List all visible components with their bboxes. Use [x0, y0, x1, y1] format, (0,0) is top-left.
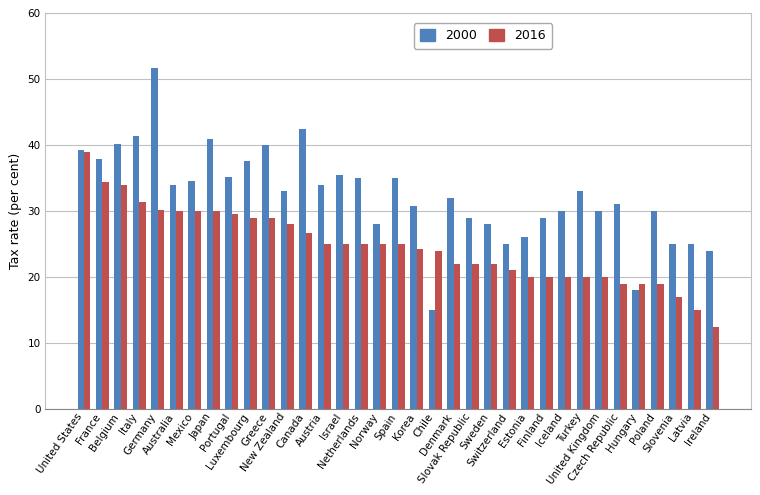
Bar: [337, 175, 343, 409]
Bar: [613, 204, 620, 409]
Bar: [361, 244, 368, 409]
Bar: [527, 277, 534, 409]
Bar: [158, 210, 164, 409]
Bar: [676, 297, 682, 409]
Bar: [454, 264, 461, 409]
Bar: [546, 277, 553, 409]
Bar: [620, 284, 626, 409]
Bar: [410, 206, 416, 409]
Bar: [688, 244, 694, 409]
Bar: [435, 250, 442, 409]
Bar: [706, 250, 713, 409]
Bar: [491, 264, 497, 409]
Bar: [115, 144, 121, 409]
Bar: [558, 211, 565, 409]
Bar: [287, 224, 294, 409]
Bar: [540, 218, 546, 409]
Bar: [502, 244, 509, 409]
Bar: [429, 310, 435, 409]
Bar: [226, 177, 232, 409]
Bar: [343, 244, 350, 409]
Bar: [380, 244, 386, 409]
Bar: [207, 139, 214, 409]
Bar: [713, 327, 719, 409]
Bar: [84, 151, 90, 409]
Bar: [373, 224, 380, 409]
Bar: [472, 264, 479, 409]
Bar: [669, 244, 676, 409]
Bar: [269, 218, 275, 409]
Bar: [318, 185, 325, 409]
Bar: [96, 159, 103, 409]
Bar: [638, 284, 645, 409]
Bar: [232, 214, 239, 409]
Bar: [139, 202, 146, 409]
Bar: [214, 211, 220, 409]
Bar: [565, 277, 571, 409]
Bar: [121, 185, 128, 409]
Bar: [466, 218, 472, 409]
Bar: [448, 198, 454, 409]
Bar: [509, 270, 516, 409]
Legend: 2000, 2016: 2000, 2016: [413, 23, 553, 49]
Bar: [694, 310, 701, 409]
Bar: [176, 211, 183, 409]
Bar: [355, 178, 361, 409]
Bar: [262, 145, 269, 409]
Bar: [657, 284, 663, 409]
Bar: [602, 277, 608, 409]
Bar: [250, 218, 257, 409]
Y-axis label: Tax rate (per cent): Tax rate (per cent): [9, 153, 22, 269]
Bar: [325, 244, 331, 409]
Bar: [392, 178, 398, 409]
Bar: [595, 211, 602, 409]
Bar: [103, 182, 109, 409]
Bar: [632, 290, 638, 409]
Bar: [577, 191, 583, 409]
Bar: [188, 181, 195, 409]
Bar: [151, 68, 158, 409]
Bar: [521, 238, 527, 409]
Bar: [484, 224, 491, 409]
Bar: [244, 161, 250, 409]
Bar: [583, 277, 590, 409]
Bar: [133, 137, 139, 409]
Bar: [170, 185, 176, 409]
Bar: [306, 233, 312, 409]
Bar: [398, 244, 405, 409]
Bar: [651, 211, 657, 409]
Bar: [299, 129, 306, 409]
Bar: [195, 211, 201, 409]
Bar: [78, 149, 84, 409]
Bar: [416, 249, 423, 409]
Bar: [281, 191, 287, 409]
